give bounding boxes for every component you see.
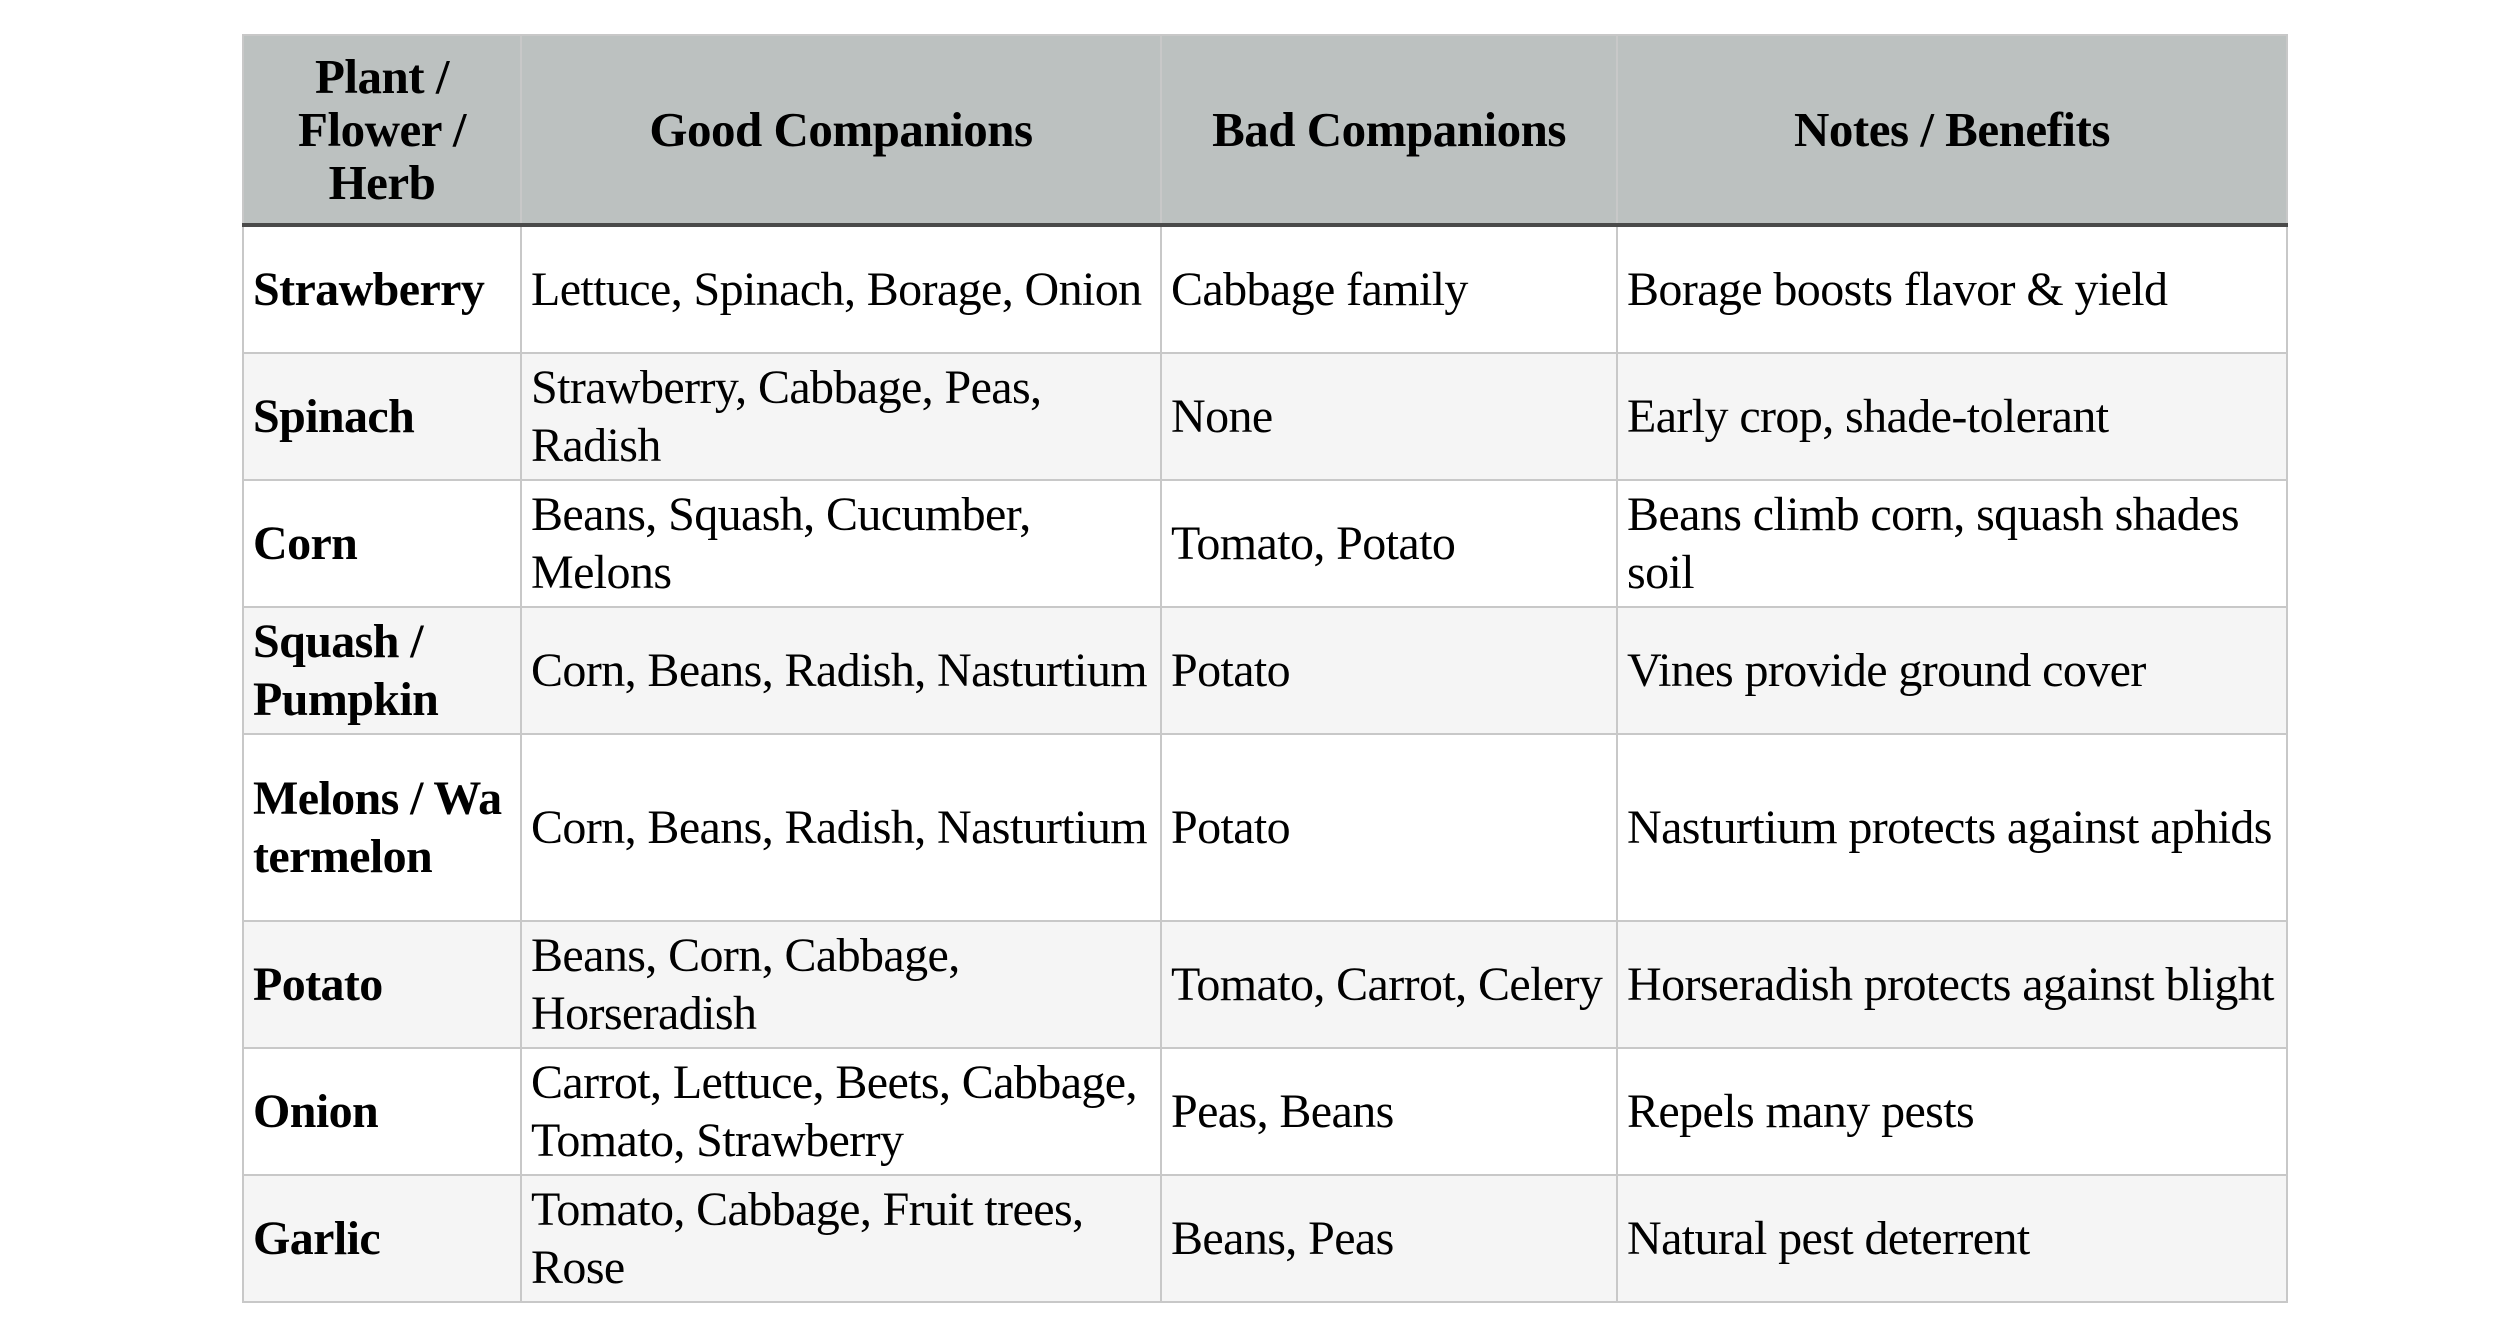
good-companions-cell: Corn, Beans, Radish, Nasturtium — [520, 733, 1162, 922]
table-row: Garlic Tomato, Cabbage, Fruit trees, Ros… — [242, 1174, 2288, 1303]
table-header: Plant / Flower / Herb Good Companions Ba… — [242, 34, 2288, 227]
good-companions-cell: Corn, Beans, Radish, Nasturtium — [520, 606, 1162, 735]
bad-companions-cell: Potato — [1160, 733, 1618, 922]
header-notes: Notes / Benefits — [1616, 34, 2288, 227]
notes-cell: Borage boosts flavor & yield — [1616, 224, 2288, 354]
good-companions-cell: Tomato, Cabbage, Fruit trees, Rose — [520, 1174, 1162, 1303]
bad-companions-cell: None — [1160, 352, 1618, 481]
good-companions-cell: Carrot, Lettuce, Beets, Cabbage, Tomato,… — [520, 1047, 1162, 1176]
notes-cell: Early crop, shade-tolerant — [1616, 352, 2288, 481]
bad-companions-cell: Potato — [1160, 606, 1618, 735]
plant-cell: Squash / Pumpkin — [242, 606, 522, 735]
table-row: Strawberry Lettuce, Spinach, Borage, Oni… — [242, 224, 2288, 354]
header-plant: Plant / Flower / Herb — [242, 34, 522, 227]
table-row: Corn Beans, Squash, Cucumber, Melons Tom… — [242, 479, 2288, 608]
plant-cell: Corn — [242, 479, 522, 608]
notes-cell: Beans climb corn, squash shades soil — [1616, 479, 2288, 608]
table-row: Potato Beans, Corn, Cabbage, Horseradish… — [242, 920, 2288, 1049]
plant-cell: Strawberry — [242, 224, 522, 354]
notes-cell: Nasturtium protects against aphids — [1616, 733, 2288, 922]
table-row: Squash / Pumpkin Corn, Beans, Radish, Na… — [242, 606, 2288, 735]
plant-cell: Melons / Watermelon — [242, 733, 522, 922]
bad-companions-cell: Cabbage family — [1160, 224, 1618, 354]
bad-companions-cell: Peas, Beans — [1160, 1047, 1618, 1176]
bad-companions-cell: Tomato, Potato — [1160, 479, 1618, 608]
bad-companions-cell: Beans, Peas — [1160, 1174, 1618, 1303]
notes-cell: Repels many pests — [1616, 1047, 2288, 1176]
plant-cell: Spinach — [242, 352, 522, 481]
good-companions-cell: Beans, Squash, Cucumber, Melons — [520, 479, 1162, 608]
header-bad-companions: Bad Companions — [1160, 34, 1618, 227]
notes-cell: Natural pest deterrent — [1616, 1174, 2288, 1303]
plant-cell: Potato — [242, 920, 522, 1049]
good-companions-cell: Strawberry, Cabbage, Peas, Radish — [520, 352, 1162, 481]
header-good-companions: Good Companions — [520, 34, 1162, 227]
plant-cell: Onion — [242, 1047, 522, 1176]
table-row: Spinach Strawberry, Cabbage, Peas, Radis… — [242, 352, 2288, 481]
good-companions-cell: Lettuce, Spinach, Borage, Onion — [520, 224, 1162, 354]
companion-planting-table: Plant / Flower / Herb Good Companions Ba… — [242, 34, 2288, 1303]
table-row: Onion Carrot, Lettuce, Beets, Cabbage, T… — [242, 1047, 2288, 1176]
bad-companions-cell: Tomato, Carrot, Celery — [1160, 920, 1618, 1049]
plant-cell: Garlic — [242, 1174, 522, 1303]
notes-cell: Horseradish protects against blight — [1616, 920, 2288, 1049]
table-row: Melons / Watermelon Corn, Beans, Radish,… — [242, 733, 2288, 922]
good-companions-cell: Beans, Corn, Cabbage, Horseradish — [520, 920, 1162, 1049]
notes-cell: Vines provide ground cover — [1616, 606, 2288, 735]
